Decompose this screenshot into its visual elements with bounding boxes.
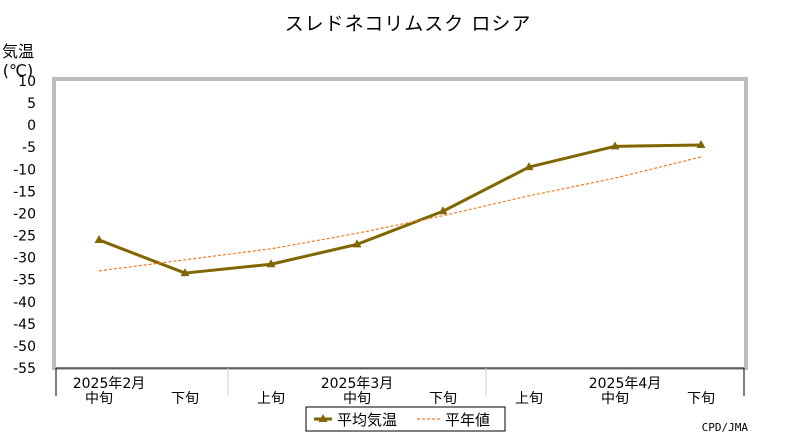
plot-area [56, 81, 744, 368]
chart-title: スレドネコリムスク ロシア [285, 13, 532, 35]
y-tick-labels: 10 5 0 -5 -10 -15 -20 -25 -30 -35 -40 -45 -50 -55 [13, 74, 36, 377]
data-point-mean [696, 140, 706, 149]
plot-frame [52, 77, 748, 370]
y-tick-label: -45 [13, 317, 36, 333]
y-tick-label: 10 [18, 74, 36, 90]
x-tick-label: 中旬 [85, 391, 113, 407]
legend-marker-mean [318, 414, 328, 422]
series-line-normal [98, 156, 702, 272]
legend-box [305, 406, 506, 432]
data-point-mean [94, 234, 104, 243]
y-tick-label: 5 [27, 96, 36, 112]
y-tick-label: -5 [22, 140, 36, 156]
y-tick-label: -25 [13, 229, 36, 245]
data-point-mean [266, 259, 276, 268]
x-tick-label: 下旬 [171, 391, 199, 407]
y-tick-label: -40 [13, 295, 36, 311]
x-tick-label: 中旬 [343, 391, 371, 407]
y-tick-label: -50 [13, 339, 36, 355]
y-tick-label: -35 [13, 273, 36, 289]
series-line-mean [98, 143, 702, 275]
legend-label-mean: 平均気温 [337, 411, 397, 429]
credit-label: CPD/JMA [702, 421, 749, 434]
y-tick-label: 0 [27, 118, 36, 134]
x-month-label: 2025年3月 [321, 376, 394, 392]
x-tick-label: 上旬 [515, 391, 543, 407]
x-tick-label: 上旬 [257, 391, 285, 407]
y-axis-label: 気温 [2, 42, 34, 61]
y-axis-unit: (℃) [3, 61, 33, 80]
data-point-mean [352, 239, 362, 248]
data-point-mean [524, 162, 534, 171]
y-tick-label: -20 [13, 206, 36, 222]
y-tick-label: -30 [13, 251, 36, 267]
x-month-label: 2025年2月 [73, 376, 146, 392]
x-month-label: 2025年4月 [589, 376, 662, 392]
data-point-mean [610, 141, 620, 150]
series-layer [94, 140, 706, 277]
x-tick-label: 下旬 [429, 391, 457, 407]
x-tick-label: 下旬 [687, 391, 715, 407]
y-tick-label: -15 [13, 184, 36, 200]
legend-label-normal: 平年値 [445, 411, 490, 429]
y-tick-label: -55 [13, 361, 36, 377]
data-point-mean [180, 268, 190, 277]
y-tick-label: -10 [13, 162, 36, 178]
x-tick-label: 中旬 [601, 391, 629, 407]
legend: 平均気温 平年値 [305, 406, 506, 432]
data-point-mean [438, 206, 448, 215]
